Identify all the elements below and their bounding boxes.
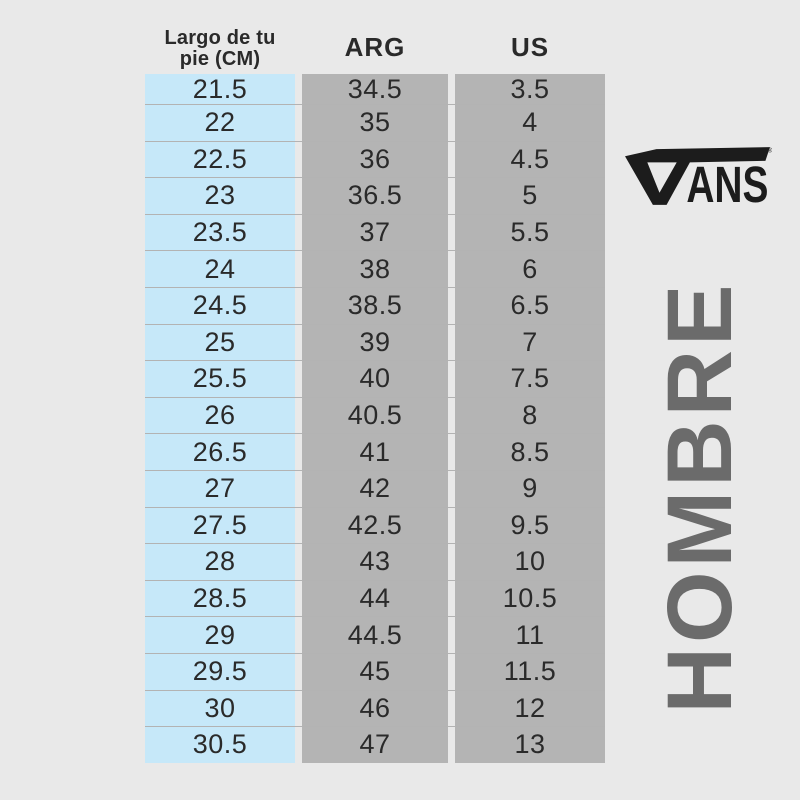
cell-us-size: 10.5 — [455, 580, 605, 617]
cell-arg-size: 37 — [302, 214, 448, 251]
column-header-us: US — [510, 31, 550, 62]
vans-logo-ans-text: ANS — [686, 156, 768, 205]
cell-arg-size: 38.5 — [302, 287, 448, 324]
cell-foot-cm: 21.5 — [145, 74, 295, 104]
column-header-foot-length: Largo de tu pie (CM) — [145, 26, 295, 74]
cell-foot-cm: 23 — [145, 178, 295, 214]
cell-us-size: 3.5 — [455, 74, 605, 104]
table-row: 25.5 40 7.5 — [145, 360, 605, 397]
table-row: 28.5 44 10.5 — [145, 579, 605, 617]
cell-arg-size: 44 — [302, 580, 448, 617]
cell-arg-size: 44.5 — [302, 617, 448, 653]
size-table: Largo de tu pie (CM) ARG US 21.5 34.5 3.… — [145, 26, 605, 763]
cell-foot-cm: 29 — [145, 617, 295, 653]
cell-us-size: 5 — [455, 178, 605, 214]
cell-us-size: 12 — [455, 690, 605, 727]
cell-foot-cm: 27 — [145, 470, 295, 507]
table-row: 29 44.5 11 — [145, 616, 605, 653]
cell-us-size: 11.5 — [455, 653, 605, 690]
table-row: 26 40.5 8 — [145, 396, 605, 434]
category-label-vertical: HOMBRE — [649, 280, 751, 714]
cell-foot-cm: 30.5 — [145, 727, 295, 763]
cell-foot-cm: 27.5 — [145, 507, 295, 544]
cell-foot-cm: 22.5 — [145, 141, 295, 178]
vans-logo: ANS ® — [625, 147, 772, 205]
table-row: 30 46 12 — [145, 689, 605, 727]
table-row: 24 38 6 — [145, 250, 605, 287]
vans-logo-v-shape — [625, 147, 770, 205]
table-row: 22.5 36 4.5 — [145, 140, 605, 178]
table-row: 23.5 37 5.5 — [145, 213, 605, 251]
cell-arg-size: 36 — [302, 141, 448, 178]
cell-us-size: 9 — [455, 470, 605, 507]
cell-arg-size: 34.5 — [302, 74, 448, 104]
cell-us-size: 13 — [455, 727, 605, 763]
header-cm-line1: Largo de tu — [164, 27, 276, 49]
cell-us-size: 4 — [455, 105, 605, 141]
cell-arg-size: 39 — [302, 324, 448, 361]
table-row: 26.5 41 8.5 — [145, 433, 605, 470]
table-row: 24.5 38.5 6.5 — [145, 286, 605, 324]
table-body: 21.5 34.5 3.5 22 35 4 22.5 36 4.5 23 36.… — [145, 74, 605, 763]
cell-foot-cm: 28.5 — [145, 580, 295, 617]
cell-arg-size: 38 — [302, 251, 448, 287]
cell-arg-size: 42.5 — [302, 507, 448, 544]
cell-arg-size: 40 — [302, 361, 448, 397]
table-row: 23 36.5 5 — [145, 177, 605, 214]
table-row: 25 39 7 — [145, 323, 605, 361]
cell-foot-cm: 25.5 — [145, 361, 295, 397]
cell-us-size: 8.5 — [455, 434, 605, 470]
cell-foot-cm: 24 — [145, 251, 295, 287]
registered-trademark-icon: ® — [767, 147, 772, 155]
cell-us-size: 6.5 — [455, 287, 605, 324]
cell-foot-cm: 29.5 — [145, 653, 295, 690]
cell-arg-size: 41 — [302, 434, 448, 470]
table-row: 30.5 47 13 — [145, 726, 605, 763]
table-header-row: Largo de tu pie (CM) ARG US — [145, 26, 605, 74]
cell-arg-size: 45 — [302, 653, 448, 690]
cell-foot-cm: 26 — [145, 397, 295, 434]
cell-foot-cm: 28 — [145, 544, 295, 580]
table-row: 29.5 45 11.5 — [145, 652, 605, 690]
header-cm-line2: pie (CM) — [179, 48, 261, 70]
table-row: 22 35 4 — [145, 104, 605, 141]
cell-us-size: 7 — [455, 324, 605, 361]
cell-foot-cm: 25 — [145, 324, 295, 361]
table-row: 21.5 34.5 3.5 — [145, 74, 605, 104]
cell-us-size: 4.5 — [455, 141, 605, 178]
cell-foot-cm: 23.5 — [145, 214, 295, 251]
cell-arg-size: 47 — [302, 727, 448, 763]
cell-us-size: 8 — [455, 397, 605, 434]
cell-arg-size: 42 — [302, 470, 448, 507]
cell-arg-size: 46 — [302, 690, 448, 727]
cell-us-size: 6 — [455, 251, 605, 287]
cell-us-size: 10 — [455, 544, 605, 580]
table-row: 27 42 9 — [145, 469, 605, 507]
table-row: 28 43 10 — [145, 543, 605, 580]
cell-foot-cm: 26.5 — [145, 434, 295, 470]
table-row: 27.5 42.5 9.5 — [145, 506, 605, 544]
cell-us-size: 7.5 — [455, 361, 605, 397]
cell-us-size: 5.5 — [455, 214, 605, 251]
cell-arg-size: 40.5 — [302, 397, 448, 434]
column-header-arg: ARG — [344, 31, 406, 62]
cell-arg-size: 36.5 — [302, 178, 448, 214]
cell-us-size: 11 — [455, 617, 605, 653]
cell-arg-size: 43 — [302, 544, 448, 580]
cell-foot-cm: 22 — [145, 105, 295, 141]
cell-foot-cm: 24.5 — [145, 287, 295, 324]
cell-foot-cm: 30 — [145, 690, 295, 727]
cell-arg-size: 35 — [302, 105, 448, 141]
cell-us-size: 9.5 — [455, 507, 605, 544]
